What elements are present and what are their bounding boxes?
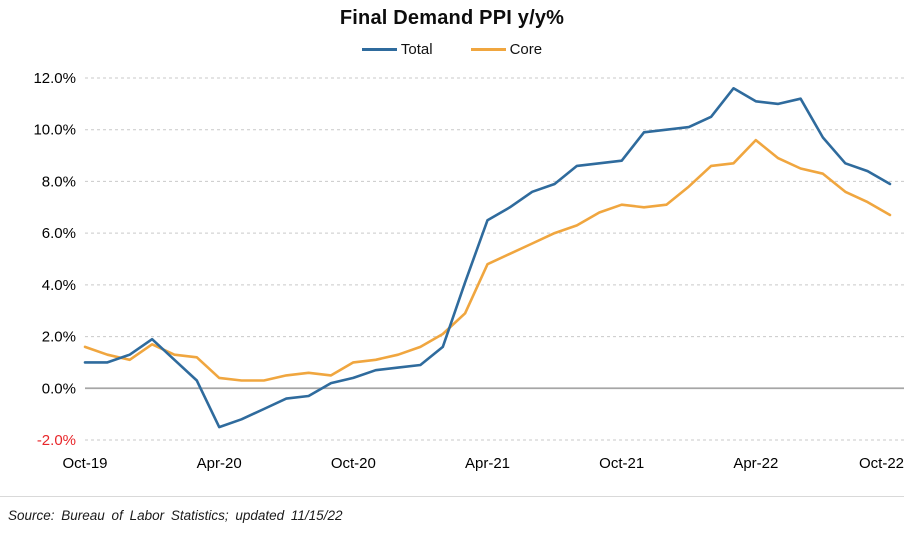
x-axis-label: Apr-21: [465, 455, 510, 472]
source-note: Source: Bureau of Labor Statistics; upda…: [8, 508, 343, 523]
x-axis-label: Oct-22: [859, 455, 904, 472]
series-line-core: [83, 138, 892, 382]
y-axis-label: 4.0%: [42, 277, 76, 294]
x-axis-label: Oct-21: [599, 455, 644, 472]
x-axis-label: Oct-20: [331, 455, 376, 472]
y-axis-label: 8.0%: [42, 173, 76, 190]
legend-label-core: Core: [509, 41, 543, 58]
y-axis-label: 12.0%: [33, 70, 76, 87]
chart-title: Final Demand PPI y/y%: [339, 7, 565, 29]
legend-label-total: Total: [400, 41, 433, 58]
legend-item-core: Core: [470, 41, 543, 58]
y-axis-label: -2.0%: [37, 432, 76, 449]
series-line-total: [83, 87, 892, 429]
x-axis-label: Apr-22: [733, 455, 778, 472]
chart-legend: Total Core: [0, 41, 904, 58]
legend-item-total: Total: [361, 41, 433, 58]
chart-bottom-divider: [0, 496, 904, 497]
x-axis-label: Oct-19: [62, 455, 107, 472]
core-line-swatch-icon: [470, 48, 506, 51]
x-axis-label: Apr-20: [197, 455, 242, 472]
y-axis-label: 0.0%: [42, 380, 76, 397]
total-line-swatch-icon: [361, 48, 397, 51]
y-axis-label: 6.0%: [42, 225, 76, 242]
y-axis-label: 2.0%: [42, 329, 76, 346]
y-axis-label: 10.0%: [33, 122, 76, 139]
